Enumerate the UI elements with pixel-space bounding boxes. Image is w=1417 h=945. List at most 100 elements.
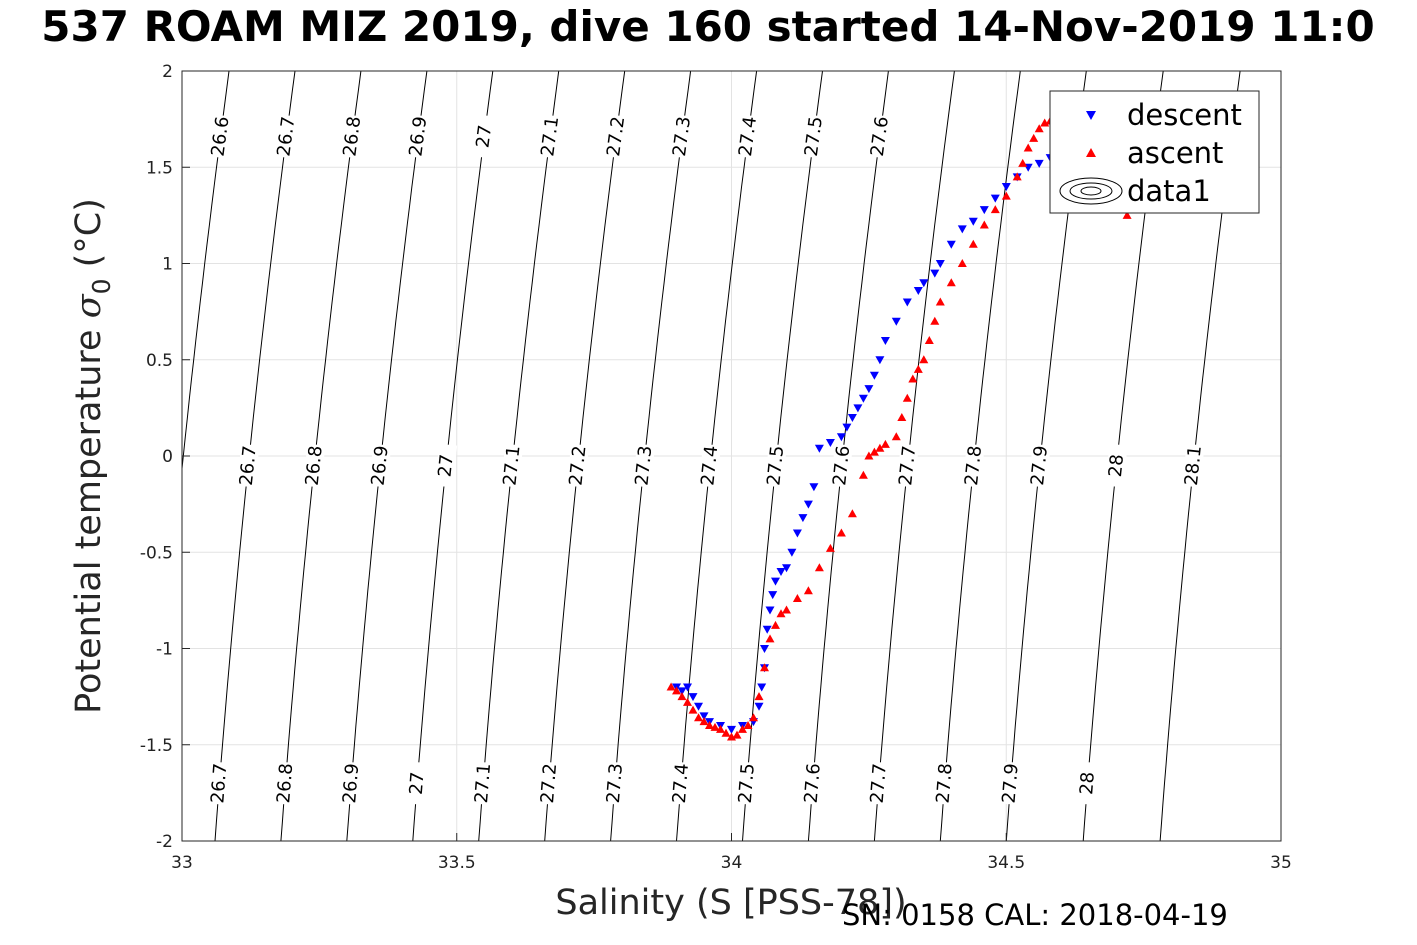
isopycnal-label-gap	[736, 761, 758, 805]
isopycnal-label: 26.8	[302, 445, 327, 487]
isopycnal-label: 27.5	[763, 445, 788, 487]
isopycnal-label-gap	[632, 443, 656, 488]
isopycnal-label: 27.5	[801, 115, 827, 157]
isopycnal-label-gap	[369, 443, 392, 488]
ascent-point	[782, 605, 791, 614]
descent-point	[677, 687, 687, 696]
isopycnal-label: 27.6	[829, 445, 854, 487]
descent-point	[754, 702, 764, 711]
y-tick-label: -2	[156, 832, 173, 852]
x-tick-label: 35	[1270, 853, 1292, 873]
legend-data1-label: data1	[1127, 174, 1211, 208]
axis-ticks: 33 33.5 34 34.5 35 -2 -1.5 -1 -0.5 0 0.5 1 1.5 2	[140, 62, 1292, 873]
descent-point	[757, 683, 767, 692]
descent-point	[762, 625, 772, 634]
isopycnal-label: 26.9	[339, 763, 363, 805]
ascent-point	[902, 393, 912, 402]
descent-point	[688, 693, 698, 702]
descent-point	[727, 725, 736, 734]
ascent-point	[869, 447, 879, 456]
ascent-point	[1023, 143, 1033, 152]
ascent-point	[683, 697, 692, 706]
descent-point	[771, 577, 780, 586]
ascent-point	[919, 355, 929, 364]
ascent-point	[913, 364, 923, 373]
isopycnal-label: 27.7	[895, 445, 920, 487]
descent-point	[809, 483, 819, 492]
descent-point	[1034, 159, 1044, 168]
descent-point	[869, 371, 879, 380]
isopycnal-label: 27.1	[537, 115, 563, 157]
isopycnal-label: 26.8	[339, 115, 365, 157]
isopycnal-label-gap	[896, 443, 919, 488]
descent-point	[765, 606, 775, 615]
isopycnal-label: 27.3	[631, 445, 656, 487]
isopycnal-label-gap	[868, 761, 890, 805]
y-axis-label-sigma: σ	[69, 293, 109, 318]
descent-point	[968, 217, 978, 226]
descent-point	[814, 444, 824, 453]
ascent-point	[979, 220, 989, 229]
isopycnal-label: 27.8	[961, 445, 986, 487]
isopycnal-label-gap	[472, 761, 494, 805]
ascent-point	[688, 705, 698, 714]
isopycnal-label: 27.3	[669, 115, 695, 157]
isopycnal-label-gap	[698, 443, 721, 488]
ascent-point	[721, 728, 731, 737]
y-tick-label: 1	[162, 255, 173, 275]
ascent-point	[1018, 158, 1028, 167]
isopycnal-label-gap	[670, 114, 694, 159]
ascent-point	[1029, 133, 1039, 142]
isopycnal-label-gap	[802, 761, 824, 805]
ascent-point	[694, 713, 703, 722]
ascent-point	[990, 205, 1000, 214]
descent-point	[699, 712, 709, 721]
descent-point	[847, 414, 857, 422]
isopycnal-label-gap	[406, 114, 430, 159]
legend-box	[1049, 90, 1260, 214]
ascent-point	[776, 609, 786, 618]
legend: descent ascent data1	[1049, 90, 1260, 214]
ascent-point	[760, 663, 769, 672]
isopycnal-label-gap	[670, 761, 692, 805]
descent-point	[803, 500, 813, 509]
y-axis-label-subscript: 0	[87, 278, 116, 294]
ascent-point	[792, 594, 802, 602]
descent-point	[825, 439, 835, 447]
isopycnal-label: 28.1	[1181, 445, 1206, 487]
chart-title: 537 ROAM MIZ 2019, dive 160 started 14-N…	[41, 2, 1375, 51]
legend-ascent-marker	[1086, 148, 1096, 157]
isopycnal-label: 27.4	[669, 763, 693, 805]
isopycnal-label: 27	[435, 453, 458, 478]
isopycnal-label: 26.8	[273, 762, 297, 804]
isopycnal-label-gap	[1000, 761, 1022, 805]
isopycnal-label: 27.4	[697, 445, 722, 487]
descent-point	[891, 317, 901, 326]
ascent-point	[732, 730, 742, 739]
isopycnal-label-gap	[274, 761, 296, 805]
y-tick-label: -1.5	[140, 736, 173, 756]
descent-point	[842, 423, 852, 432]
descent-point	[858, 394, 868, 403]
ascent-point	[666, 682, 676, 691]
ascent-point	[716, 724, 725, 733]
isopycnal-label-gap	[500, 443, 524, 488]
isopycnal-label-gap	[566, 443, 590, 488]
descent-point	[875, 356, 885, 365]
isopycnal-label: 27	[472, 124, 496, 149]
x-tick-label: 33.5	[438, 853, 476, 873]
ascent-point	[672, 686, 681, 695]
isopycnal-label: 27.7	[867, 763, 891, 805]
isopycnal-label-gap	[934, 761, 956, 805]
descent-point	[864, 385, 874, 394]
isopycnal-label: 27.6	[801, 762, 825, 804]
ascent-point	[957, 259, 967, 267]
y-axis-label-unit: (°C)	[69, 198, 109, 278]
ascent-point	[765, 634, 775, 643]
ascent-point	[858, 470, 868, 479]
isopycnal-label: 26.7	[236, 445, 261, 487]
isopycnal-label-gap	[208, 114, 233, 159]
ascent-point	[1012, 172, 1022, 181]
isopycnal-label: 27.9	[999, 763, 1023, 805]
